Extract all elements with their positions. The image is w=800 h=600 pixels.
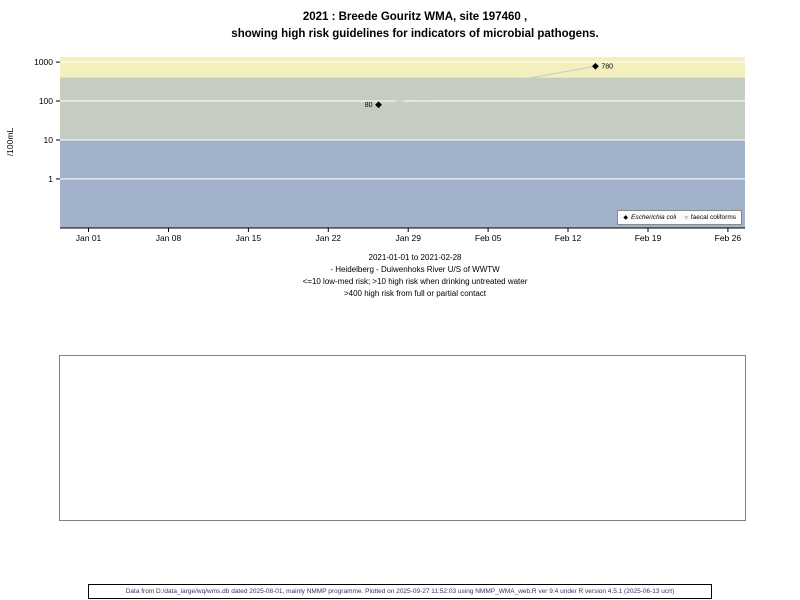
caption-risk-note-1: <=10 low-med risk; >10 high risk when dr… <box>302 277 528 286</box>
y-tick-label: 1000 <box>34 57 53 68</box>
x-tick-label: Jan 22 <box>315 233 342 243</box>
y-tick-label: 10 <box>43 134 53 145</box>
chart-title-line2: showing high risk guidelines for indicat… <box>231 28 599 40</box>
plot-area: 80 780 ◆ Escherichia coli ○ faecal colifo… <box>56 57 745 232</box>
legend-item-ecoli: ◆ Escherichia coli <box>623 213 676 222</box>
legend-label-ecoli: Escherichia coli <box>631 214 677 221</box>
data-point-diamond[interactable] <box>592 62 599 70</box>
diamond-marker-icon: ◆ <box>623 214 629 221</box>
point-value-label: 780 <box>601 64 613 71</box>
risk-band-high-risk-drinking <box>60 77 745 140</box>
x-tick-label: Feb 19 <box>634 233 662 243</box>
x-tick-label: Feb 12 <box>554 233 582 243</box>
caption: 2021-01-01 to 2021-02-28 - Heidelberg - … <box>15 252 800 300</box>
footer-text: Data from D:/data_large/wq/wms.db dated … <box>125 588 675 595</box>
chart-title: 2021 : Breede Gouritz WMA, site 197460 ,… <box>15 9 800 43</box>
caption-site-name: - Heidelberg - Duiwenhoks River U/S of W… <box>330 265 500 274</box>
risk-band-high-risk-contact <box>60 57 745 78</box>
chart-title-line1: 2021 : Breede Gouritz WMA, site 197460 , <box>302 11 528 23</box>
data-point-diamond[interactable] <box>375 101 382 109</box>
y-tick-label: 100 <box>38 96 53 107</box>
point-value-label: 80 <box>365 102 373 109</box>
open-circle-marker-icon: ○ <box>684 214 688 221</box>
x-tick-label: Feb 26 <box>714 233 742 243</box>
caption-risk-note-2: >400 high risk from full or partial cont… <box>343 289 487 298</box>
empty-panel <box>59 355 746 521</box>
x-tick-label: Jan 29 <box>395 233 421 243</box>
x-tick-label: Jan 08 <box>155 233 182 243</box>
chart-svg: 80 780 <box>56 57 745 232</box>
legend-label-faecal-coliforms: faecal coliforms <box>690 214 736 221</box>
caption-date-range: 2021-01-01 to 2021-02-28 <box>368 253 462 262</box>
y-tick-label: 1 <box>48 173 53 184</box>
footer: Data from D:/data_large/wq/wms.db dated … <box>88 584 712 599</box>
x-tick-label: Feb 05 <box>474 233 502 243</box>
legend: ◆ Escherichia coli ○ faecal coliforms <box>617 210 742 225</box>
x-tick-label: Jan 01 <box>75 233 102 243</box>
x-tick-label: Jan 15 <box>235 233 262 243</box>
series-line <box>378 65 596 106</box>
legend-item-faecal-coliforms: ○ faecal coliforms <box>684 213 736 222</box>
